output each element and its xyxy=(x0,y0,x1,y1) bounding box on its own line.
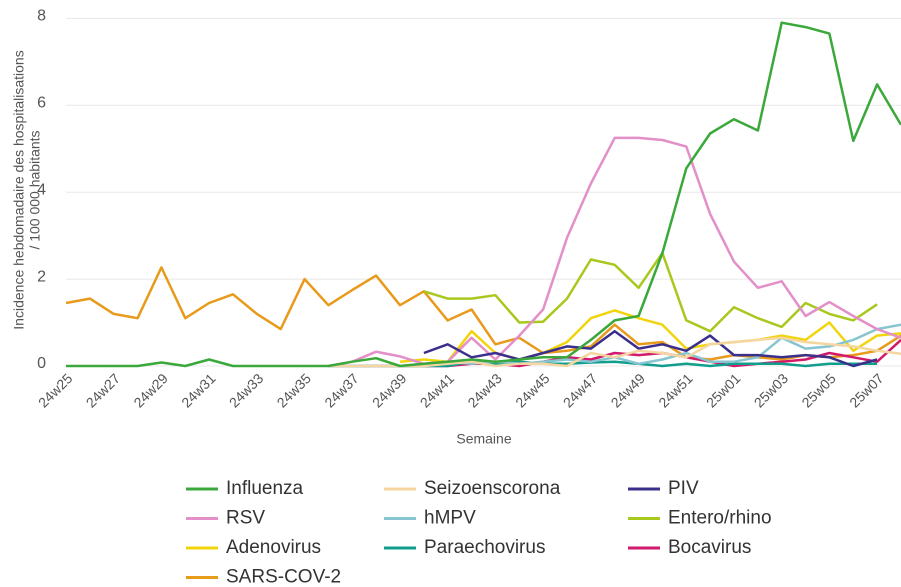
x-tick-label: 24w33 xyxy=(226,370,267,411)
legend-label: Paraechovirus xyxy=(424,537,545,558)
x-tick-label: 25w07 xyxy=(846,370,887,411)
legend-label: Entero/rhino xyxy=(668,508,772,529)
x-tick-label: 24w35 xyxy=(274,370,315,411)
x-tick-label: 24w29 xyxy=(130,370,171,411)
x-tick-label: 24w25 xyxy=(35,370,76,411)
series-line xyxy=(423,329,878,368)
x-axis-title: Semaine xyxy=(456,431,511,447)
y-tick-label: 2 xyxy=(37,268,46,285)
y-axis-title: Incidence hebdomadaire des hospitalisati… xyxy=(11,50,43,329)
y-axis-title-line: / 100 000 habitants xyxy=(27,130,43,249)
legend-label: Bocavirus xyxy=(668,537,751,558)
y-tick-label: 0 xyxy=(37,355,46,372)
y-axis-title-line: Incidence hebdomadaire des hospitalisati… xyxy=(11,50,27,329)
series-line xyxy=(423,251,878,333)
x-tick-label: 24w51 xyxy=(655,370,696,411)
x-tick-label: 25w05 xyxy=(798,370,839,411)
legend-label: PIV xyxy=(668,478,699,499)
x-tick-label: 24w41 xyxy=(417,370,458,411)
x-tick-label: 24w39 xyxy=(369,370,410,411)
series-line xyxy=(328,336,901,368)
series-line xyxy=(65,266,901,361)
x-tick-label: 24w37 xyxy=(321,370,362,411)
x-tick-label: 24w31 xyxy=(178,370,219,411)
y-tick-label: 8 xyxy=(37,8,46,25)
x-tick-label: 24w47 xyxy=(560,370,601,411)
legend-label: SARS-COV-2 xyxy=(226,567,341,587)
x-tick-label: 25w03 xyxy=(751,370,792,411)
series-line xyxy=(66,21,901,368)
legend-label: RSV xyxy=(226,508,265,529)
legend-label: hMPV xyxy=(424,508,476,529)
legend-label: Seizoenscorona xyxy=(424,478,561,499)
legend-label: Adenovirus xyxy=(226,537,321,558)
plot-area xyxy=(65,21,901,368)
legend-label: Influenza xyxy=(226,478,304,499)
y-tick-label: 4 xyxy=(37,181,46,198)
x-tick-label: 24w43 xyxy=(464,370,505,411)
y-tick-label: 6 xyxy=(37,95,46,112)
x-tick-label: 24w49 xyxy=(608,370,649,411)
x-tick-label: 25w01 xyxy=(703,370,744,411)
x-tick-label: 24w27 xyxy=(83,370,124,411)
series-line xyxy=(399,309,901,363)
x-tick-label: 24w45 xyxy=(512,370,553,411)
